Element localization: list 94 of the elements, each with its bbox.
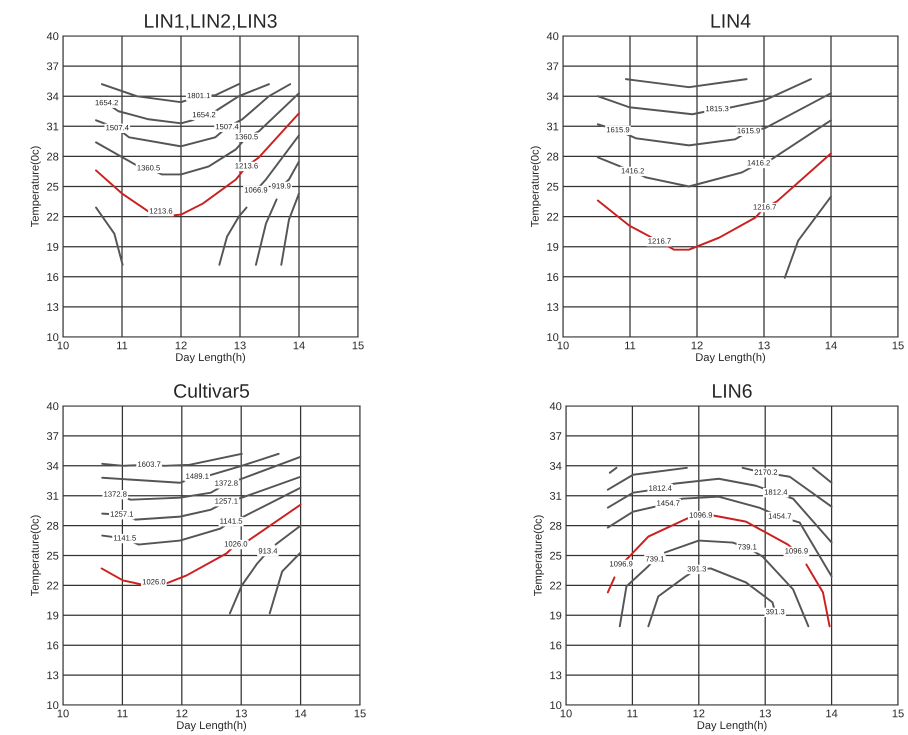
- line-series: [596, 92, 832, 146]
- y-tick-label: 10: [47, 333, 58, 342]
- y-tick-label: 13: [47, 671, 58, 680]
- line-series: [101, 486, 302, 546]
- y-tick-label: 16: [47, 273, 58, 281]
- line-series: [95, 112, 300, 217]
- x-tick-label: 12: [176, 709, 188, 718]
- y-tick-label: 31: [550, 492, 562, 500]
- x-tick-label: 14: [826, 710, 838, 718]
- line-series: [606, 496, 833, 578]
- y-tick-label: 40: [46, 402, 58, 410]
- y-tick-label: 31: [46, 492, 58, 500]
- y-tick-label: 28: [550, 522, 562, 530]
- y-tick-label: 13: [550, 671, 562, 680]
- y-tick-label: 37: [46, 432, 58, 440]
- x-tick-label: 10: [58, 709, 69, 718]
- y-tick-label: 13: [47, 303, 58, 312]
- y-tick-label: 19: [47, 242, 58, 251]
- y-tick-label: 19: [550, 612, 562, 620]
- x-tick-label: 15: [354, 710, 366, 718]
- y-tick-label: 34: [550, 462, 562, 470]
- y-tick-label: 40: [550, 402, 562, 410]
- x-tick-label: 13: [760, 709, 771, 718]
- y-tick-label: 25: [47, 552, 58, 560]
- y-tick-label: 25: [547, 182, 558, 191]
- x-tick-label: 11: [625, 342, 636, 350]
- x-tick-label: 11: [117, 710, 128, 718]
- y-tick-label: 31: [46, 122, 58, 130]
- y-axis-title: Temperature(0c): [30, 515, 41, 596]
- y-tick-label: 34: [46, 462, 59, 470]
- y-tick-label: 31: [546, 122, 558, 130]
- x-tick-label: 10: [558, 341, 569, 350]
- y-tick-label: 40: [46, 32, 58, 40]
- chart-title: LIN6: [713, 384, 752, 398]
- y-tick-label: 37: [46, 62, 58, 70]
- x-axis-title: Day Length(h): [176, 352, 246, 364]
- y-tick-label: 13: [547, 303, 558, 312]
- line-series: [664, 540, 810, 628]
- y-tick-label: 19: [47, 612, 58, 620]
- y-tick-label: 22: [47, 212, 58, 221]
- line-series: [606, 478, 833, 544]
- x-axis-title: Day Length(h): [698, 720, 767, 732]
- x-axis-title: Day Length(h): [696, 352, 766, 364]
- y-axis-title: Temperature(0c): [30, 146, 41, 227]
- line-series: [596, 78, 812, 116]
- line-series: [101, 452, 280, 484]
- line-series: [742, 466, 833, 508]
- x-tick-label: 12: [692, 341, 703, 350]
- x-tick-label: 10: [58, 341, 69, 350]
- y-tick-label: 10: [550, 701, 562, 710]
- y-tick-label: 22: [547, 212, 558, 221]
- y-tick-label: 34: [46, 92, 59, 100]
- y-axis-title: Temperature(0c): [534, 515, 544, 596]
- x-tick-label: 14: [826, 342, 837, 350]
- y-tick-label: 34: [546, 92, 559, 100]
- x-tick-label: 14: [295, 710, 306, 718]
- x-tick-label: 10: [560, 709, 572, 718]
- x-tick-label: 13: [758, 341, 770, 350]
- x-tick-label: 14: [294, 342, 305, 350]
- x-tick-label: 11: [117, 342, 128, 350]
- y-tick-label: 16: [547, 273, 558, 281]
- y-tick-label: 40: [546, 32, 558, 40]
- x-tick-label: 15: [892, 342, 904, 350]
- x-tick-label: 13: [236, 709, 247, 718]
- y-tick-label: 22: [47, 582, 58, 590]
- y-tick-label: 25: [550, 552, 562, 560]
- y-tick-label: 37: [550, 432, 562, 440]
- x-tick-label: 13: [234, 341, 246, 350]
- x-axis-title: Day Length(h): [177, 720, 246, 732]
- line-series: [95, 83, 292, 148]
- x-tick-label: 12: [176, 341, 187, 350]
- x-tick-label: 15: [892, 710, 904, 718]
- x-tick-label: 15: [352, 342, 364, 350]
- line-series: [218, 206, 248, 266]
- y-axis-title: Temperature(0c): [530, 146, 541, 227]
- y-tick-label: 28: [547, 152, 558, 161]
- y-tick-label: 10: [47, 701, 58, 710]
- y-tick-label: 19: [547, 242, 558, 251]
- y-tick-label: 28: [47, 522, 58, 530]
- y-tick-label: 16: [47, 641, 58, 650]
- chart-title: Cultivar5: [174, 384, 250, 398]
- chart-title: LIN1,LIN2,LIN3: [145, 14, 277, 30]
- line-series: [596, 119, 832, 188]
- y-tick-label: 37: [546, 62, 558, 70]
- chart-title: LIN4: [712, 14, 750, 28]
- line-series: [95, 92, 300, 176]
- y-tick-label: 22: [550, 582, 562, 590]
- y-tick-label: 25: [47, 182, 58, 191]
- x-tick-label: 12: [693, 709, 704, 718]
- y-tick-label: 28: [47, 152, 58, 161]
- line-series: [596, 152, 832, 251]
- y-tick-label: 10: [547, 333, 558, 342]
- x-tick-label: 11: [627, 710, 638, 718]
- y-tick-label: 16: [550, 641, 562, 650]
